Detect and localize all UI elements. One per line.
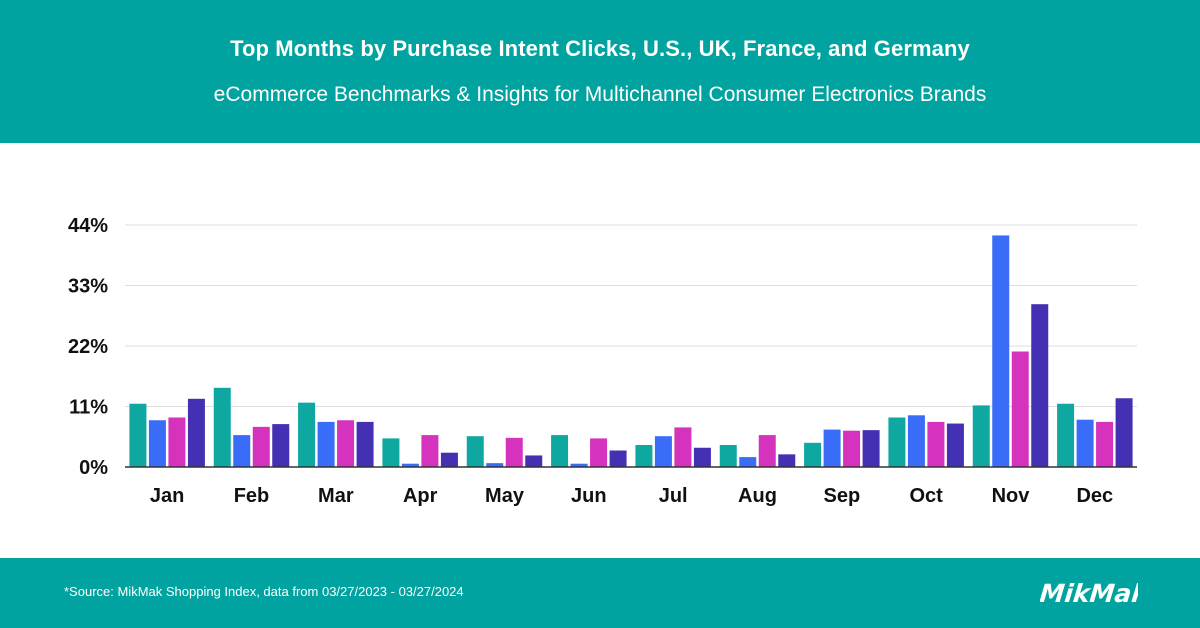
bar (739, 457, 757, 467)
bar (1031, 304, 1049, 467)
bar (356, 421, 374, 467)
bar (466, 436, 484, 467)
bar (823, 429, 841, 467)
bar (317, 421, 335, 467)
chart-area: 0% 11% 22% 33% 44% Jan Feb Mar Apr May Jun Jul Aug Se… (0, 143, 1200, 558)
x-tick-label: Oct (909, 485, 943, 507)
bar (233, 435, 251, 467)
bar (1011, 351, 1029, 467)
bar (927, 421, 945, 467)
bar (758, 435, 776, 467)
page-title: Top Months by Purchase Intent Clicks, U.… (230, 36, 970, 61)
bar (401, 463, 419, 467)
x-tick-label: Jun (571, 485, 607, 507)
bar (590, 438, 608, 467)
bar (888, 417, 906, 467)
bar (654, 436, 672, 467)
source-note: *Source: MikMak Shopping Index, data fro… (64, 584, 464, 599)
bar (843, 430, 861, 467)
bar (148, 420, 166, 467)
x-tick-label: Apr (403, 485, 438, 507)
bar (129, 403, 147, 467)
bar (674, 427, 692, 467)
y-tick-label: 22% (68, 336, 108, 358)
svg-text:MikMak: MikMak (1040, 579, 1138, 608)
x-tick-label: Jan (150, 485, 184, 507)
header-banner: Top Months by Purchase Intent Clicks, U.… (0, 0, 1200, 143)
bar (1115, 398, 1133, 467)
x-tick-label: Jul (659, 485, 688, 507)
bar (551, 435, 569, 467)
bar (946, 423, 964, 467)
x-tick-label: Mar (318, 485, 354, 507)
bar (382, 438, 400, 467)
bar (272, 424, 290, 467)
bar-chart: 0% 11% 22% 33% 44% Jan Feb Mar Apr May Jun Jul Aug Se… (68, 215, 1137, 507)
x-tick-label: May (485, 485, 525, 507)
bar (609, 450, 627, 467)
page-subtitle: eCommerce Benchmarks & Insights for Mult… (213, 83, 987, 106)
y-tick-label: 0% (79, 457, 108, 479)
bar (719, 445, 737, 467)
bar (972, 405, 990, 467)
bar (778, 454, 796, 467)
bar (505, 437, 523, 467)
bar (525, 455, 543, 467)
x-tick-label: Sep (823, 485, 860, 507)
bar (992, 235, 1010, 467)
x-tick-label: Feb (234, 485, 270, 507)
x-tick-label: Nov (992, 485, 1031, 507)
bar (1096, 421, 1114, 467)
bar (907, 415, 925, 467)
bar (252, 426, 270, 467)
x-tick-label: Dec (1076, 485, 1113, 507)
bar (298, 402, 316, 467)
y-tick-label: 11% (69, 397, 108, 419)
y-tick-label: 44% (68, 215, 108, 237)
bar (337, 420, 355, 467)
bar (635, 445, 653, 467)
footer-banner: *Source: MikMak Shopping Index, data fro… (0, 558, 1200, 628)
bar (486, 463, 504, 467)
bar (1057, 403, 1075, 467)
bar (693, 447, 711, 467)
bar (213, 387, 231, 467)
bar (187, 398, 205, 467)
mikmak-logo: MikMak (1040, 579, 1138, 608)
bar (1076, 419, 1094, 467)
y-tick-label: 33% (68, 276, 108, 298)
bar (862, 430, 880, 467)
bar (421, 435, 439, 467)
bar (440, 452, 458, 467)
x-tick-label: Aug (738, 485, 777, 507)
bar (168, 417, 186, 467)
bar (804, 442, 822, 467)
bar (570, 463, 588, 467)
